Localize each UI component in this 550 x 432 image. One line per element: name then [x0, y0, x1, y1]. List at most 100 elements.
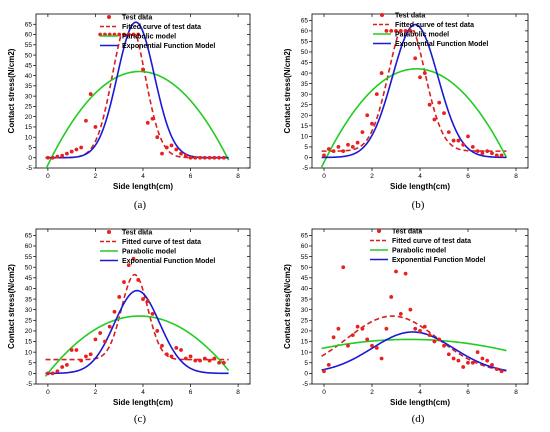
y-tick-label: 0 [28, 371, 32, 378]
test-data-point [207, 358, 212, 363]
x-tick-label: 6 [466, 173, 470, 180]
test-data-point [136, 32, 141, 37]
y-tick-label: 65 [301, 233, 309, 240]
legend-item-test: Test data [380, 13, 425, 20]
test-data-point [88, 92, 93, 96]
y-tick-label: 35 [25, 296, 33, 303]
test-data-point [456, 138, 461, 143]
test-data-point [374, 92, 379, 97]
exponential-curve [321, 331, 507, 372]
y-tick-label: 40 [301, 70, 309, 77]
y-axis-label: Contact stress(N/cm2) [7, 48, 16, 133]
test-data-point [188, 155, 193, 160]
y-tick-label: 10 [301, 349, 309, 356]
x-tick-label: 0 [322, 173, 326, 180]
test-data-point [202, 356, 207, 361]
test-data-point [422, 324, 427, 329]
test-data-point [88, 352, 93, 357]
legend-item-parabolic: Parabolic model [100, 249, 176, 256]
test-data-point [322, 153, 326, 158]
y-tick-label: 45 [301, 275, 309, 282]
test-data-point [126, 263, 131, 267]
x-tick-label: 4 [418, 389, 422, 396]
x-tick-label: 4 [141, 173, 145, 180]
y-tick-label: 30 [301, 307, 309, 314]
test-data-point [207, 155, 212, 160]
test-data-point [55, 154, 60, 159]
test-data-point [150, 312, 155, 316]
y-tick-label: 40 [25, 73, 33, 80]
x-tick-label: 8 [236, 173, 240, 180]
test-data-point [470, 360, 475, 365]
test-data-point [408, 28, 413, 33]
y-tick-label: 45 [301, 60, 309, 67]
fitted-curve [45, 33, 229, 159]
test-data-point [494, 367, 499, 372]
legend-item-parabolic: Parabolic model [100, 34, 176, 41]
test-data-point [322, 369, 326, 374]
test-data-point [446, 130, 451, 135]
test-data-point [461, 142, 466, 147]
y-tick-label: 10 [25, 134, 33, 141]
test-data-point [103, 339, 107, 344]
parabolic-curve [44, 315, 230, 377]
y-tick-label: 5 [304, 360, 308, 367]
test-data-point [202, 155, 207, 160]
y-tick-label: 45 [25, 275, 33, 282]
x-axis-label: Side length(cm) [113, 182, 173, 191]
x-tick-label: 4 [418, 173, 422, 180]
test-data-point [79, 358, 84, 363]
legend-item-test: Test data [107, 230, 152, 237]
test-data-point [84, 118, 88, 123]
test-data-point [65, 362, 69, 367]
y-tick-label: 60 [25, 32, 33, 39]
x-tick-label: 2 [370, 173, 374, 180]
test-data-point [169, 354, 174, 359]
legend-item-parabolic: Parabolic model [370, 248, 446, 255]
legend-label: Fitted curve of test data [122, 24, 201, 31]
panel-caption: (b) [412, 199, 425, 211]
test-data-point [470, 145, 475, 149]
test-data-point [418, 75, 422, 80]
test-data-point [331, 149, 336, 154]
test-data-point [50, 155, 55, 160]
test-data-point [341, 265, 346, 270]
test-data-point [336, 145, 341, 149]
test-data-point [160, 343, 164, 348]
x-tick-label: 6 [466, 389, 470, 396]
legend-label: Exponential Function Model [395, 41, 488, 48]
legend-label: Fitted curve of test data [122, 239, 201, 246]
test-data-point [169, 143, 174, 148]
test-data-point [174, 346, 179, 350]
legend-item-exponential: Exponential Function Model [100, 258, 215, 265]
test-data-point [394, 269, 398, 274]
test-data-point [451, 356, 456, 361]
parabolic-curve [45, 70, 230, 168]
x-axis-label: Side length(cm) [113, 398, 173, 407]
test-data-point [384, 326, 389, 331]
test-data-point [432, 117, 437, 122]
x-tick-label: 6 [189, 389, 193, 396]
test-data-point [155, 329, 160, 333]
test-data-point [122, 280, 126, 284]
legend-item-exponential: Exponential Function Model [370, 257, 485, 264]
y-axis-label: Contact stress(N/cm2) [7, 264, 16, 349]
test-data-point [326, 362, 331, 367]
test-data-point [326, 147, 331, 151]
test-data-point [212, 356, 217, 361]
y-tick-label: 25 [301, 102, 309, 109]
x-tick-label: 2 [94, 173, 98, 180]
test-data-point [98, 331, 103, 335]
chart-panel-d: 0 2 4 6 8 -5 0 5 10 15 20 25 30 35 40 45 50 55 60 65 Side le… [283, 229, 529, 425]
test-data-point [379, 356, 384, 361]
legend-label: Test data [122, 15, 152, 22]
test-data-point [394, 28, 398, 33]
parabolic-curve [320, 68, 508, 168]
legend-label: Exponential Function Model [392, 257, 485, 264]
y-tick-label: 15 [25, 339, 33, 346]
y-tick-label: 15 [301, 339, 309, 346]
y-tick-label: 20 [301, 112, 309, 119]
y-tick-label: 25 [301, 318, 309, 325]
test-data-point [413, 326, 418, 331]
y-tick-label: -5 [302, 165, 308, 172]
